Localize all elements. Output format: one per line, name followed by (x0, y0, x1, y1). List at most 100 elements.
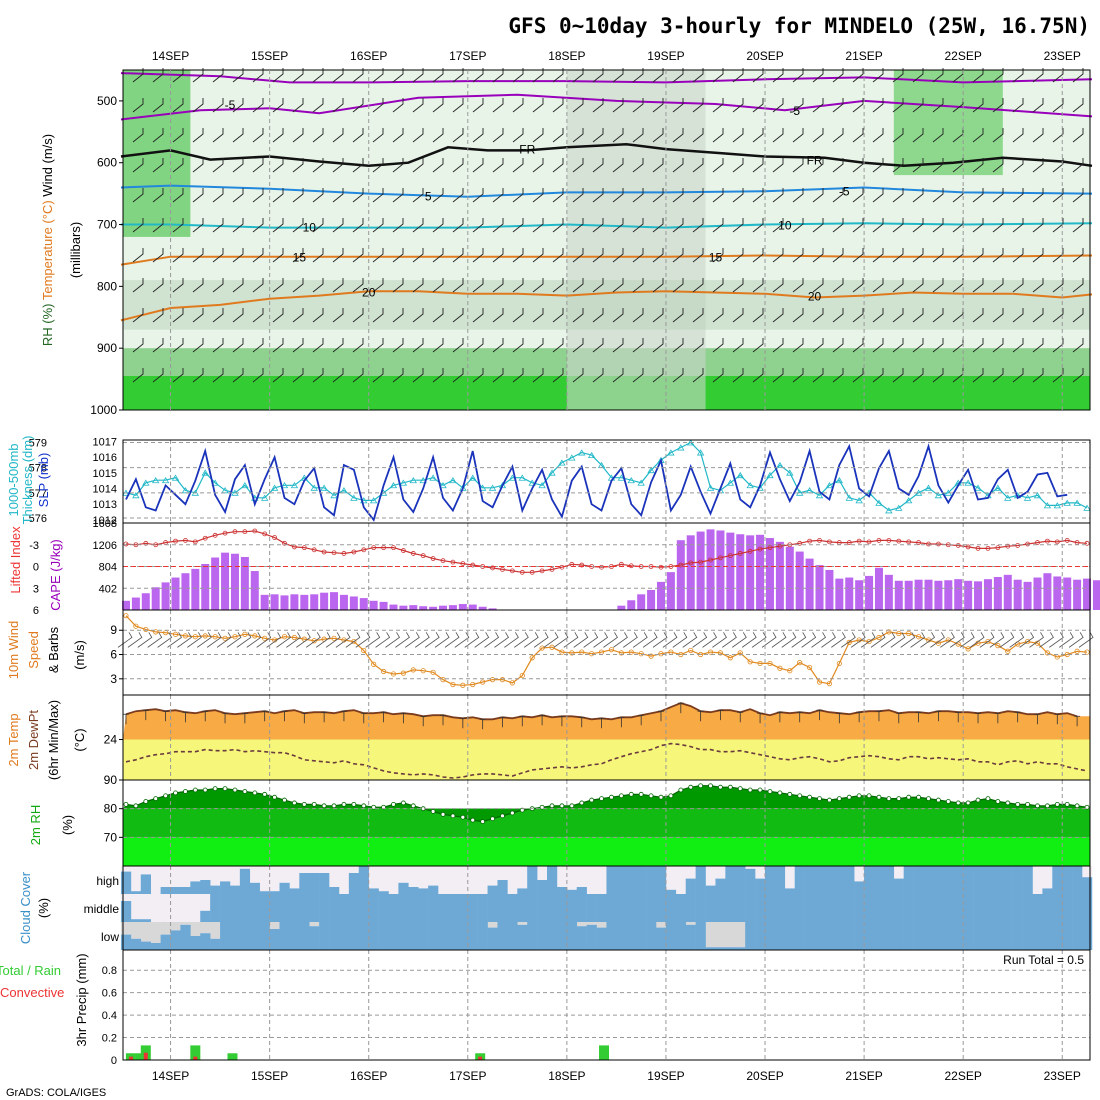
wind-barb (832, 278, 844, 293)
cloud-cell (477, 894, 488, 922)
cloud-cell (269, 891, 280, 894)
lifted-index-marker (678, 562, 684, 568)
wind-barb (392, 368, 404, 383)
cloud-clear-cell (160, 894, 171, 922)
wind-barb-10m (197, 632, 212, 648)
cape-bar (775, 541, 784, 610)
minmax-whisker (935, 710, 942, 722)
lifted-index-marker (757, 546, 763, 552)
axis-title: 3hr Precip (mm) (74, 953, 89, 1046)
wind-barb (992, 338, 1004, 353)
wind-barb (712, 218, 724, 233)
wind-barb-10m (623, 632, 638, 648)
cape-bar (845, 577, 854, 610)
wind-barb (772, 338, 784, 353)
rh-marker (737, 786, 743, 791)
wind-barb-10m (167, 632, 183, 648)
wind-barb-10m (1039, 632, 1054, 648)
wind-barb (672, 218, 684, 233)
cloud-cell (973, 894, 984, 922)
wind-speed-marker (747, 659, 753, 665)
cloud-cell (814, 894, 825, 922)
wind-barb (672, 98, 684, 113)
wind-barb-10m (385, 632, 401, 648)
wind-barb (452, 278, 464, 293)
cloud-cell (963, 894, 974, 922)
cape-bar (458, 604, 467, 610)
slp-line (125, 443, 1068, 522)
cloud-cell (220, 894, 231, 922)
minmax-whisker (222, 712, 229, 724)
lifted-index-marker (936, 541, 941, 547)
cloud-clear-cell (210, 922, 221, 939)
cloud-cell (933, 866, 944, 894)
wind-speed-marker (589, 651, 595, 657)
wind-barb-10m (147, 632, 163, 648)
contour-label: FR (519, 143, 535, 157)
rh-marker (589, 797, 595, 803)
wind-barb (852, 248, 864, 263)
minmax-whisker (856, 711, 863, 723)
wind-barb (1072, 248, 1084, 263)
wind-barb (652, 218, 664, 233)
wind-barb (572, 368, 584, 383)
cloud-cell (745, 894, 756, 922)
cloud-cell (378, 891, 389, 894)
cloud-cell (120, 901, 132, 922)
wind-barb (1012, 248, 1024, 263)
axis-title: 1000-500mb (6, 444, 21, 517)
minmax-whisker (360, 712, 367, 724)
axis-title-part: (6hr Min/Max) (46, 700, 61, 780)
wind-barb (332, 248, 344, 263)
minmax-whisker (321, 711, 328, 723)
wind-barb (612, 368, 624, 383)
rh-marker (331, 803, 337, 809)
rh-marker (153, 796, 159, 802)
wind-barb (932, 368, 944, 383)
wind-barb (892, 338, 904, 353)
wind10-frame (122, 609, 1091, 696)
wind-speed-marker (311, 638, 317, 644)
cloud-cell (1062, 894, 1073, 922)
wind-barb (1052, 158, 1064, 173)
rh-marker (916, 794, 921, 800)
cloud-cell (814, 866, 825, 894)
cloud-clear-cell (418, 866, 429, 889)
rh-marker (311, 801, 317, 807)
cloud-cell (685, 924, 696, 950)
wind-barb (812, 278, 824, 293)
thickness-marker (776, 461, 784, 469)
cloud-cell (695, 894, 706, 922)
rh-marker (232, 787, 238, 793)
wind-barb-10m (642, 632, 658, 648)
axis-title: 2m RH (28, 805, 43, 845)
wind-barb (692, 248, 704, 263)
contour-temp (120, 254, 1093, 266)
wind-barb (332, 338, 344, 353)
wind-barb (992, 368, 1004, 383)
cape-bar (141, 593, 150, 610)
cloud-clear-cell (507, 866, 518, 894)
wind-barb-10m (751, 632, 767, 648)
minmax-whisker (340, 710, 347, 722)
wind-barb (632, 308, 644, 323)
lifted-index-marker (727, 553, 733, 559)
cape-bar (914, 579, 923, 610)
cloud-clear-cell (685, 866, 696, 879)
wind-barb (252, 338, 264, 353)
wind-barb (712, 308, 724, 323)
contour-label: 15 (293, 251, 307, 265)
rh-marker (1054, 801, 1060, 807)
wind-barb (852, 98, 864, 113)
wind-barb (572, 308, 584, 323)
li-tick-label: -3 (29, 540, 39, 552)
cloud-clear-cell (120, 922, 132, 935)
lifted-index-marker (658, 564, 664, 570)
wind-barb (1012, 128, 1024, 143)
wind-barb-10m (870, 632, 886, 648)
wind-barb (772, 158, 784, 173)
wind-barb (912, 308, 924, 323)
wind-barb (432, 218, 444, 233)
axis-title-part: 2m RH (28, 805, 43, 845)
lifted-index-marker (1025, 541, 1030, 547)
